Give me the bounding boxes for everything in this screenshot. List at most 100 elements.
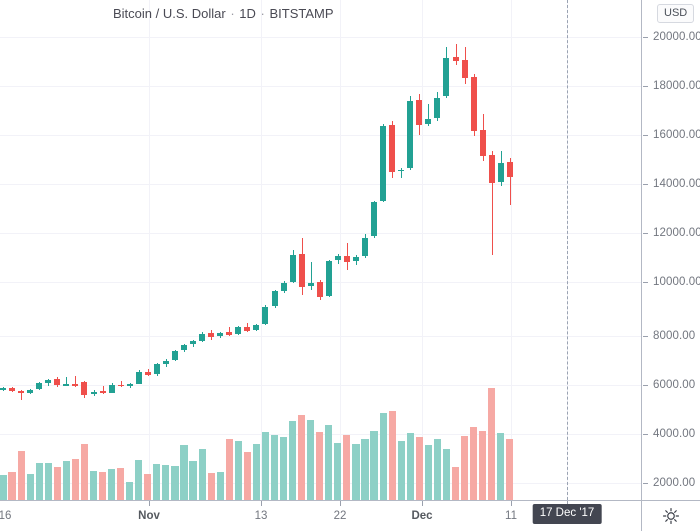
time-axis-label: 13 xyxy=(254,510,268,522)
price-axis-label: 8000.00 xyxy=(653,330,696,342)
price-axis-label: 2000.00 xyxy=(653,477,696,489)
candle-body xyxy=(72,383,79,386)
exchange-label[interactable]: BITSTAMP xyxy=(269,6,334,21)
candle-body xyxy=(153,364,160,375)
volume-bar xyxy=(451,466,460,500)
volume-bar xyxy=(261,432,270,500)
volume-bar xyxy=(497,433,505,500)
volume-bar xyxy=(135,460,143,500)
price-axis-label: 16000.00 xyxy=(653,129,700,141)
currency-badge[interactable]: USD xyxy=(657,4,695,24)
price-axis[interactable]: USD 20000.00 18000.00 16000.00 14000.00 1200… xyxy=(641,0,700,500)
time-axis-label: 22 xyxy=(333,510,347,522)
candle-body xyxy=(135,371,142,384)
symbol-name[interactable]: Bitcoin / U.S. Dollar xyxy=(113,6,226,21)
candle-body xyxy=(262,307,269,325)
candle-body xyxy=(334,256,341,260)
price-axis-tick xyxy=(643,434,648,435)
price-axis-tick xyxy=(643,135,648,136)
price-axis-label: 10000.00 xyxy=(653,276,700,288)
candle-wick xyxy=(428,103,429,127)
price-axis-label: 12000.00 xyxy=(653,227,700,239)
chart-plot-area[interactable] xyxy=(0,0,641,500)
price-axis-label: 4000.00 xyxy=(653,428,696,440)
candle-body xyxy=(289,255,296,282)
volume-bar xyxy=(424,445,432,500)
candle-body xyxy=(371,201,378,237)
interval-label[interactable]: 1D xyxy=(239,6,256,21)
gridline-horizontal xyxy=(0,135,641,136)
volume-bar xyxy=(352,444,360,500)
candle-body xyxy=(398,169,405,172)
volume-bar xyxy=(361,438,369,500)
candle-body xyxy=(271,291,278,307)
volume-bar xyxy=(17,450,25,500)
price-axis-tick xyxy=(643,385,648,386)
candle-wick xyxy=(229,327,230,337)
volume-bar xyxy=(180,445,188,500)
gridline-horizontal xyxy=(0,86,641,87)
volume-bar xyxy=(388,410,396,500)
time-axis-label: 16 xyxy=(0,510,12,522)
candle-body xyxy=(325,261,332,297)
price-axis-label: 20000.00 xyxy=(653,31,700,43)
volume-bar xyxy=(0,474,7,500)
volume-bar xyxy=(433,438,441,500)
volume-bar xyxy=(207,473,215,500)
time-axis-label: Nov xyxy=(138,510,160,522)
volume-bar xyxy=(479,430,487,500)
volume-bar xyxy=(397,441,405,500)
volume-bar xyxy=(279,437,288,500)
crosshair-vertical-line xyxy=(567,0,568,500)
candle-body xyxy=(470,76,477,132)
chart-title-legend[interactable]: Bitcoin / U.S. Dollar · 1D · BITSTAMP xyxy=(113,6,334,21)
price-axis-tick xyxy=(643,336,648,337)
volume-bar xyxy=(289,421,297,500)
price-axis-tick xyxy=(643,282,648,283)
candle-body xyxy=(244,326,251,331)
gridline-horizontal xyxy=(0,233,641,234)
volume-bar xyxy=(470,426,478,500)
candle-body xyxy=(352,257,359,262)
candle-body xyxy=(488,154,495,184)
volume-bar xyxy=(80,444,89,500)
volume-bar xyxy=(53,466,61,500)
candle-body xyxy=(181,344,187,351)
time-axis-tick xyxy=(511,501,512,506)
candle-body xyxy=(90,391,97,395)
gear-icon[interactable] xyxy=(662,507,680,525)
volume-bar xyxy=(71,458,79,500)
price-axis-tick xyxy=(643,86,648,87)
volume-bar xyxy=(234,441,242,500)
gridline-horizontal xyxy=(0,37,641,38)
time-axis-label: 11 xyxy=(505,510,517,522)
candle-body xyxy=(117,384,124,387)
candle-wick xyxy=(401,168,402,179)
volume-bar xyxy=(35,462,43,500)
candle-body xyxy=(226,332,233,335)
volume-bar xyxy=(89,470,98,500)
volume-bar xyxy=(343,434,351,500)
time-axis[interactable]: 16 Nov 13 22 Dec 11 17 Dec '17 xyxy=(0,500,641,531)
chart-settings-corner[interactable] xyxy=(641,500,700,531)
volume-bar xyxy=(442,449,451,500)
volume-bar xyxy=(62,461,70,500)
time-axis-tick xyxy=(340,501,341,506)
candle-body xyxy=(362,237,368,257)
candle-body xyxy=(298,253,305,288)
volume-bar xyxy=(252,444,260,500)
price-axis-tick xyxy=(643,184,648,185)
price-axis-label: 6000.00 xyxy=(653,379,696,391)
volume-bar xyxy=(370,430,378,500)
candle-body xyxy=(307,282,314,286)
volume-bar xyxy=(460,436,469,500)
price-axis-label: 14000.00 xyxy=(653,178,700,190)
candle-body xyxy=(81,382,88,395)
candle-body xyxy=(416,100,423,125)
volume-bar xyxy=(307,420,315,500)
candle-body xyxy=(280,282,287,291)
volume-bar xyxy=(334,442,342,500)
title-separator-2: · xyxy=(260,6,265,21)
candle-body xyxy=(162,360,169,364)
